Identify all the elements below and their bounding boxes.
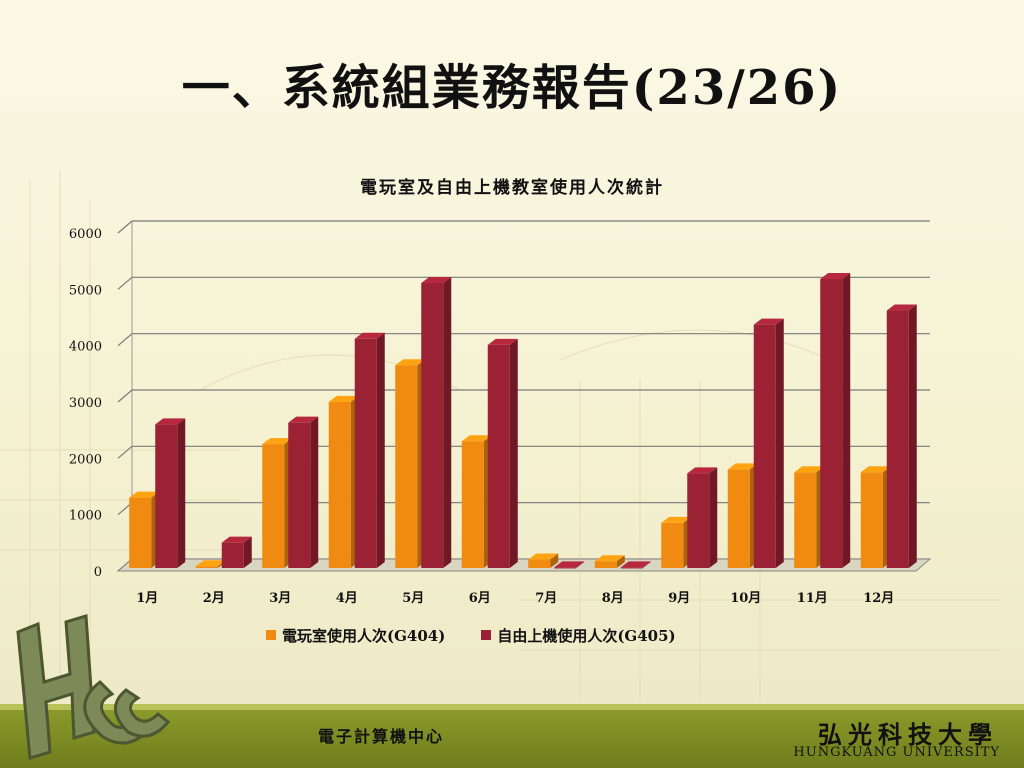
bar-g405 bbox=[288, 416, 319, 568]
bar-g404 bbox=[794, 466, 825, 568]
bar-g404 bbox=[860, 466, 891, 568]
university-english-name: HUNGKUANG UNIVERSITY bbox=[793, 745, 1000, 760]
footer-band bbox=[0, 710, 1024, 768]
footer-department: 電子計算機中心 bbox=[318, 727, 445, 746]
x-tick-label: 7月 bbox=[535, 591, 557, 606]
bar-g404 bbox=[594, 555, 625, 568]
bar-g405 bbox=[687, 467, 718, 568]
bar-g405 bbox=[487, 338, 518, 568]
x-tick-label: 11月 bbox=[797, 591, 828, 606]
y-tick-label: 2000 bbox=[69, 452, 102, 467]
bar-g405 bbox=[886, 304, 917, 568]
hkc-logo-icon bbox=[16, 614, 171, 760]
bar-g404 bbox=[262, 438, 293, 568]
legend-item-g404: 電玩室使用人次(G404) bbox=[266, 625, 445, 646]
y-tick-label: 1000 bbox=[69, 509, 102, 524]
chart-legend: 電玩室使用人次(G404) 自由上機使用人次(G405) bbox=[266, 624, 712, 646]
gridline bbox=[117, 445, 930, 459]
y-tick-label: 0 bbox=[94, 565, 102, 580]
bar-g404 bbox=[661, 516, 692, 568]
x-tick-label: 12月 bbox=[863, 591, 894, 606]
gridline bbox=[117, 333, 930, 347]
bar-g404 bbox=[395, 359, 426, 568]
bar-g405 bbox=[354, 332, 385, 568]
y-tick-label: 6000 bbox=[69, 227, 102, 242]
y-tick-label: 3000 bbox=[69, 396, 102, 411]
legend-label-g404: 電玩室使用人次(G404) bbox=[282, 626, 446, 645]
gridline bbox=[117, 276, 930, 290]
bar-g404 bbox=[727, 463, 758, 568]
university-name: 弘光科技大學 bbox=[818, 720, 998, 749]
bar-g405 bbox=[820, 273, 851, 568]
legend-label-g405: 自由上機使用人次(G405) bbox=[497, 626, 676, 645]
x-tick-label: 5月 bbox=[402, 591, 424, 606]
x-tick-label: 8月 bbox=[602, 591, 624, 606]
y-tick-label: 4000 bbox=[69, 340, 102, 355]
x-tick-label: 1月 bbox=[136, 591, 158, 606]
bar-g404 bbox=[129, 491, 160, 568]
legend-item-g405: 自由上機使用人次(G405) bbox=[481, 625, 676, 646]
footer-stripe bbox=[0, 704, 1024, 710]
chart-title: 電玩室及自由上機教室使用人次統計 bbox=[360, 178, 664, 198]
x-tick-label: 10月 bbox=[730, 591, 761, 606]
bar-g405 bbox=[620, 561, 651, 569]
legend-swatch-g405 bbox=[481, 630, 492, 640]
chart-floor bbox=[116, 558, 932, 572]
legend-swatch-g404 bbox=[266, 630, 276, 640]
gridline bbox=[117, 389, 930, 403]
x-tick-label: 2月 bbox=[203, 591, 225, 606]
bar-g404 bbox=[461, 435, 492, 568]
bar-g405 bbox=[421, 276, 452, 568]
bar-g405 bbox=[221, 536, 252, 568]
bar-g405 bbox=[554, 561, 585, 569]
bar-g405 bbox=[753, 318, 784, 568]
x-tick-label: 3月 bbox=[269, 591, 291, 606]
bar-g404 bbox=[328, 395, 359, 568]
slide-title: 一、系統組業務報告(23/26) bbox=[181, 60, 843, 116]
x-tick-label: 6月 bbox=[469, 591, 491, 606]
x-tick-label: 4月 bbox=[336, 591, 358, 606]
bar-g405 bbox=[155, 418, 186, 568]
x-tick-label: 9月 bbox=[668, 591, 690, 606]
bar-g404 bbox=[528, 553, 559, 568]
y-tick-label: 5000 bbox=[69, 283, 102, 298]
gridline bbox=[117, 220, 930, 234]
